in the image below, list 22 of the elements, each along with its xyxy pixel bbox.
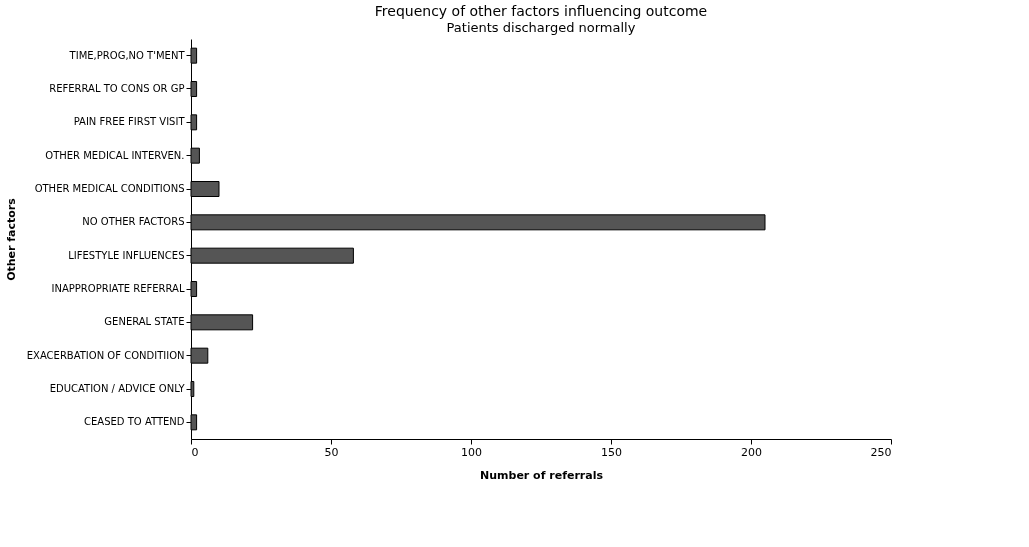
y-tick-label: OTHER MEDICAL CONDITIONS bbox=[34, 183, 185, 194]
x-tick-label: 250 bbox=[870, 445, 892, 459]
y-tick-label: LIFESTYLE INFLUENCES bbox=[68, 249, 185, 261]
x-tick-label: 200 bbox=[741, 445, 762, 459]
x-axis-title: Number of referrals bbox=[480, 468, 604, 482]
y-tick-label: NO OTHER FACTORS bbox=[82, 216, 185, 228]
y-tick-label: TIME,PROG,NO T'MENT bbox=[68, 49, 186, 61]
y-tick-label: CEASED TO ATTEND bbox=[84, 416, 185, 428]
x-tick-label: 50 bbox=[324, 445, 339, 459]
x-tick-label: 100 bbox=[461, 445, 482, 459]
y-tick-label: REFERRAL TO CONS OR GP bbox=[49, 83, 185, 94]
chart-subtitle: Patients discharged normally bbox=[446, 20, 636, 35]
chart-title: Frequency of other factors influencing outcome bbox=[374, 3, 708, 19]
y-tick-label: OTHER MEDICAL INTERVEN. bbox=[45, 149, 185, 161]
y-tick-label: INAPPROPRIATE REFERRAL bbox=[51, 283, 185, 294]
y-tick-label: EDUCATION / ADVICE ONLY bbox=[49, 383, 186, 394]
y-tick-label: PAIN FREE FIRST VISIT bbox=[73, 116, 186, 128]
x-tick-label: 0 bbox=[191, 445, 199, 459]
y-axis-title: Other factors bbox=[4, 197, 18, 281]
x-tick-label: 150 bbox=[601, 445, 622, 459]
y-tick-label: GENERAL STATE bbox=[104, 316, 185, 328]
y-tick-label: EXACERBATION OF CONDITIION bbox=[26, 349, 185, 361]
